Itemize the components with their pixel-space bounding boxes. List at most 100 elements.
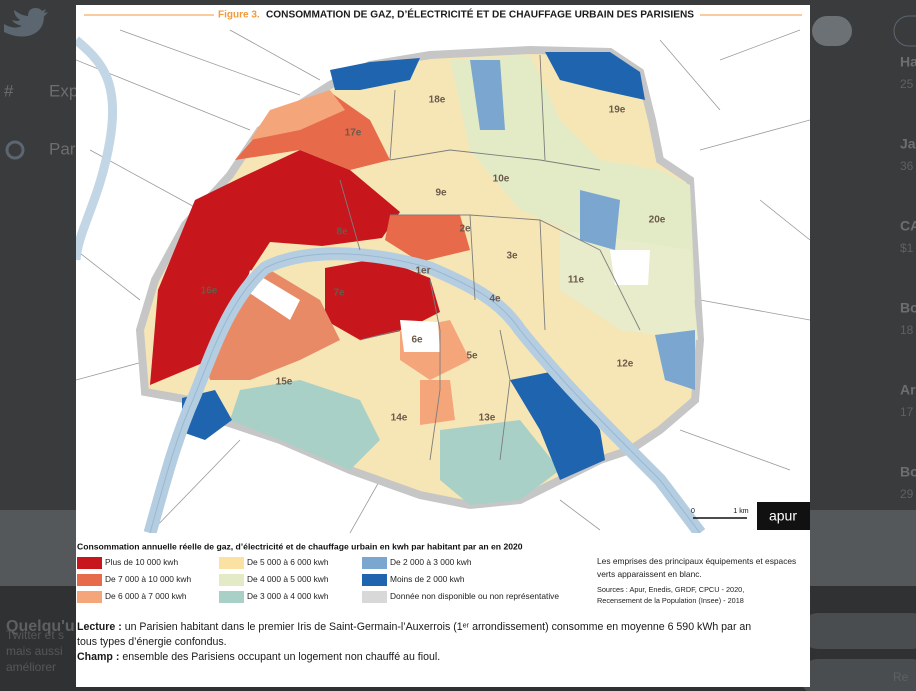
lecture-cont: tous types d’énergie confondus. bbox=[77, 636, 227, 648]
legend-title: Consommation annuelle réelle de gaz, d’é… bbox=[77, 541, 523, 551]
login-button[interactable] bbox=[800, 613, 916, 649]
follow-button[interactable] bbox=[812, 16, 852, 46]
arrondissement-label: 1er bbox=[415, 266, 430, 277]
legend-label: Moins de 2 000 kwh bbox=[390, 574, 465, 584]
trend-count[interactable]: 25 bbox=[900, 77, 914, 91]
legend-swatch bbox=[362, 591, 387, 603]
trend-title[interactable]: Ha bbox=[900, 54, 916, 70]
zone bbox=[545, 52, 645, 100]
scale-end: 1 km bbox=[733, 508, 748, 515]
zone bbox=[325, 258, 440, 340]
note: verts apparaissent en blanc. bbox=[597, 569, 702, 579]
legend-swatch bbox=[77, 557, 102, 569]
legend-label: De 6 000 à 7 000 kwh bbox=[105, 591, 187, 601]
arrondissement-label: 20e bbox=[649, 215, 666, 226]
arrondissement-label: 18e bbox=[429, 95, 446, 106]
legend-swatch bbox=[219, 557, 244, 569]
trend-title[interactable]: Bo bbox=[900, 300, 916, 316]
bird-icon[interactable] bbox=[4, 8, 48, 37]
trend-title[interactable]: CA bbox=[900, 218, 916, 234]
nav-item[interactable]: Exp bbox=[49, 81, 78, 100]
hash-icon[interactable]: # bbox=[4, 81, 14, 100]
zone bbox=[450, 55, 695, 300]
arrondissement-label: 5e bbox=[466, 351, 478, 362]
legend-label: De 4 000 à 5 000 kwh bbox=[247, 574, 329, 584]
legend-label: De 3 000 à 4 000 kwh bbox=[247, 591, 329, 601]
zone bbox=[655, 330, 695, 390]
settings-icon[interactable] bbox=[5, 140, 25, 160]
arrondissement-label: 11e bbox=[568, 275, 585, 286]
zone bbox=[470, 60, 505, 130]
footer-title: Quelqu'u bbox=[6, 618, 75, 635]
arrondissement-label: 16e bbox=[201, 286, 218, 297]
arrondissement-label: 9e bbox=[435, 188, 447, 199]
legend-swatch bbox=[219, 574, 244, 586]
legend-label: Plus de 10 000 kwh bbox=[105, 557, 178, 567]
legend-swatch bbox=[77, 574, 102, 586]
arrondissement-label: 12e bbox=[617, 359, 634, 370]
trend-title[interactable]: Ar bbox=[900, 382, 916, 398]
arrondissement-label: 13e bbox=[479, 413, 496, 424]
arrondissement-label: 3e bbox=[506, 251, 518, 262]
footer-text: mais aussi bbox=[6, 644, 63, 658]
arrondissement-label: 6e bbox=[411, 335, 423, 346]
map: 18e 19e 17e 9e 10e 20e 8e 2e 3e 1er 11e 7e 4e 16e 6e 5e… bbox=[76, 29, 810, 533]
zone bbox=[250, 90, 345, 140]
logo-box bbox=[757, 502, 810, 530]
lecture-label: Lecture : bbox=[77, 621, 122, 633]
zone bbox=[230, 380, 380, 470]
champ-text: ensemble des Parisiens occupant un logem… bbox=[122, 651, 440, 663]
trend-count[interactable]: 29 bbox=[900, 487, 914, 501]
signup-text[interactable]: Re bbox=[893, 670, 909, 684]
search-box[interactable] bbox=[893, 15, 916, 47]
trend-count[interactable]: 17 bbox=[900, 405, 914, 419]
legend-label: Donnée non disponible ou non représentat… bbox=[390, 591, 559, 601]
champ-label: Champ : bbox=[77, 651, 119, 663]
arrondissement-label: 2e bbox=[459, 224, 471, 235]
arrondissement-label: 15e bbox=[276, 377, 293, 388]
trend-title[interactable]: Bo bbox=[900, 464, 916, 480]
trend-count[interactable]: 18 bbox=[900, 323, 914, 337]
footer-text: améliorer bbox=[6, 660, 56, 674]
legend-swatch bbox=[362, 574, 387, 586]
zone bbox=[420, 380, 455, 425]
sources: Sources : Apur, Enedis, GRDF, CPCU - 202… bbox=[597, 585, 744, 594]
note: Les emprises des principaux équipements … bbox=[597, 556, 796, 566]
seine-edge bbox=[149, 253, 701, 533]
arrondissement-label: 19e bbox=[609, 105, 626, 116]
scale-start: 0 bbox=[691, 508, 695, 515]
zone bbox=[235, 92, 390, 170]
zone bbox=[330, 58, 420, 90]
signup-button[interactable] bbox=[800, 659, 916, 691]
zone bbox=[385, 215, 470, 262]
legend-label: De 5 000 à 6 000 kwh bbox=[247, 557, 329, 567]
trend-count[interactable]: $1 bbox=[900, 241, 914, 255]
nav-item[interactable]: Par bbox=[49, 139, 76, 158]
arrondissement-label: 4e bbox=[489, 294, 501, 305]
trend-count[interactable]: 36 bbox=[900, 159, 914, 173]
legend-label: De 7 000 à 10 000 kwh bbox=[105, 574, 191, 584]
champ: Champ : ensemble des Parisiens occupant … bbox=[77, 651, 440, 663]
trend-title[interactable]: Ja bbox=[900, 136, 916, 152]
arrondissement-label: 14e bbox=[391, 413, 408, 424]
arrondissement-label: 7e bbox=[333, 288, 345, 299]
legend-swatch bbox=[362, 557, 387, 569]
boundaries bbox=[339, 54, 641, 461]
zone bbox=[510, 370, 605, 480]
footer-text: Twitter et s bbox=[6, 628, 64, 642]
legend-label: De 2 000 à 3 000 kwh bbox=[390, 557, 472, 567]
arrondissement-label: 8e bbox=[336, 227, 348, 238]
zone bbox=[440, 420, 560, 505]
figure-number: Figure 3. bbox=[218, 10, 260, 21]
lecture-text: un Parisien habitant dans le premier Iri… bbox=[125, 621, 752, 633]
figure-title: CONSOMMATION DE GAZ, D’ÉLECTRICITÉ ET DE… bbox=[266, 8, 694, 21]
legend-swatch bbox=[219, 591, 244, 603]
seine-outer bbox=[76, 36, 118, 261]
sources: Recensement de la Population (Insee) - 2… bbox=[597, 596, 744, 605]
arrondissement-label: 17e bbox=[345, 128, 362, 139]
legend-swatch bbox=[77, 591, 102, 603]
zone bbox=[610, 250, 650, 285]
zone bbox=[150, 150, 400, 385]
